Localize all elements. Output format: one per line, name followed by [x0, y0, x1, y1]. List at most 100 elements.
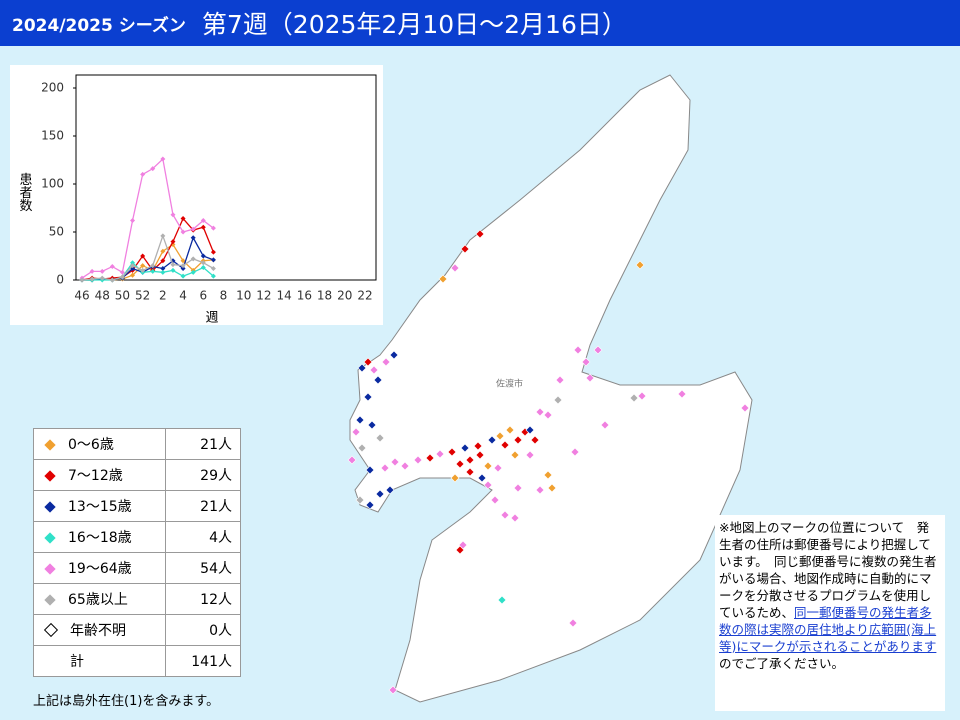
row-label: 年齢不明: [33, 614, 166, 646]
case-marker: [568, 618, 578, 628]
data-point: [190, 235, 196, 241]
case-marker: [475, 450, 485, 460]
table-row: 年齢不明 0人: [33, 614, 241, 646]
note-text: のでご了承ください。: [719, 656, 845, 671]
y-tick-label: 200: [41, 81, 64, 95]
row-label: 65歳以上: [33, 583, 166, 615]
case-marker: [385, 485, 395, 495]
data-point: [140, 253, 146, 259]
row-count: 21人: [165, 428, 241, 460]
case-marker: [555, 375, 565, 385]
legend-marker: [44, 501, 56, 513]
label-text: 年齢不明: [70, 623, 126, 639]
label-text: 19～64歳: [68, 561, 132, 577]
case-marker: [585, 373, 595, 383]
row-count: 141人: [165, 645, 241, 677]
x-tick-label: 6: [199, 289, 207, 303]
table-row: 16～18歳 4人: [33, 521, 241, 553]
plot-frame: [75, 74, 377, 281]
row-label: 0～6歳: [33, 428, 166, 460]
data-point: [200, 260, 206, 266]
data-point: [170, 267, 176, 273]
label-text: 計: [70, 654, 84, 670]
case-marker: [351, 427, 361, 437]
case-marker: [400, 461, 410, 471]
row-count: 29人: [165, 459, 241, 491]
case-marker: [553, 395, 563, 405]
case-marker: [493, 463, 503, 473]
data-point: [160, 233, 166, 239]
data-point: [200, 253, 206, 259]
data-point: [99, 275, 105, 281]
data-point: [180, 265, 186, 271]
data-point: [170, 212, 176, 218]
data-point: [150, 166, 156, 172]
data-point: [119, 269, 125, 275]
y-tick-label: 150: [41, 129, 64, 143]
x-tick-label: 12: [256, 289, 271, 303]
data-point: [89, 276, 95, 282]
case-marker: [380, 463, 390, 473]
data-point: [89, 268, 95, 274]
note-link[interactable]: 同一郵便番号の発生者多数の際は実際の居住地より広範囲(海上等)にマークが示される…: [719, 605, 937, 654]
case-marker: [438, 274, 448, 284]
case-marker: [513, 483, 523, 493]
case-marker: [483, 480, 493, 490]
case-marker: [365, 500, 375, 510]
note: ※地図上のマークの位置について 発生者の住所は郵便番号により把握しています。 同…: [715, 515, 945, 711]
data-point: [99, 268, 105, 274]
data-point: [109, 264, 115, 270]
case-marker: [413, 455, 423, 465]
y-axis-label: 患者数: [17, 173, 33, 212]
case-marker: [365, 465, 375, 475]
x-axis-label: 週: [205, 311, 218, 326]
row-count: 54人: [165, 552, 241, 584]
data-point: [190, 269, 196, 275]
case-marker: [460, 443, 470, 453]
data-point: [119, 274, 125, 280]
case-marker: [513, 435, 523, 445]
x-tick-label: 52: [135, 289, 150, 303]
case-marker: [505, 425, 515, 435]
case-marker: [465, 455, 475, 465]
x-tick-label: 4: [179, 289, 187, 303]
data-point: [170, 262, 176, 268]
data-point: [170, 239, 176, 245]
case-marker: [500, 440, 510, 450]
legend-marker: [44, 532, 56, 544]
case-marker: [500, 510, 510, 520]
x-tick-label: 14: [277, 289, 292, 303]
case-marker: [375, 433, 385, 443]
data-point: [130, 263, 136, 269]
data-point: [130, 260, 136, 266]
case-marker: [677, 389, 687, 399]
case-marker: [495, 431, 505, 441]
case-marker: [497, 595, 507, 605]
case-marker: [460, 244, 470, 254]
table-row: 7～12歳 29人: [33, 459, 241, 491]
case-marker: [357, 443, 367, 453]
case-marker: [530, 435, 540, 445]
data-point: [160, 265, 166, 271]
data-point: [140, 263, 146, 269]
label-text: 0～6歳: [68, 437, 114, 453]
data-point: [180, 229, 186, 235]
data-point: [210, 273, 216, 279]
label-text: 7～12歳: [68, 468, 123, 484]
case-marker: [450, 263, 460, 273]
case-marker: [388, 685, 398, 695]
legend-marker: [44, 563, 56, 575]
row-label: 16～18歳: [33, 521, 166, 553]
row-label: 7～12歳: [33, 459, 166, 491]
case-marker: [483, 461, 493, 471]
row-count: 12人: [165, 583, 241, 615]
case-marker: [373, 375, 383, 385]
row-label: 計: [33, 645, 166, 677]
header: 2024/2025 シーズン 第7週（2025年2月10日～2月16日）: [0, 0, 960, 46]
legend-marker: [43, 622, 59, 638]
x-tick-label: 20: [337, 289, 352, 303]
city-label: 佐渡市: [496, 378, 523, 390]
case-marker: [543, 470, 553, 480]
